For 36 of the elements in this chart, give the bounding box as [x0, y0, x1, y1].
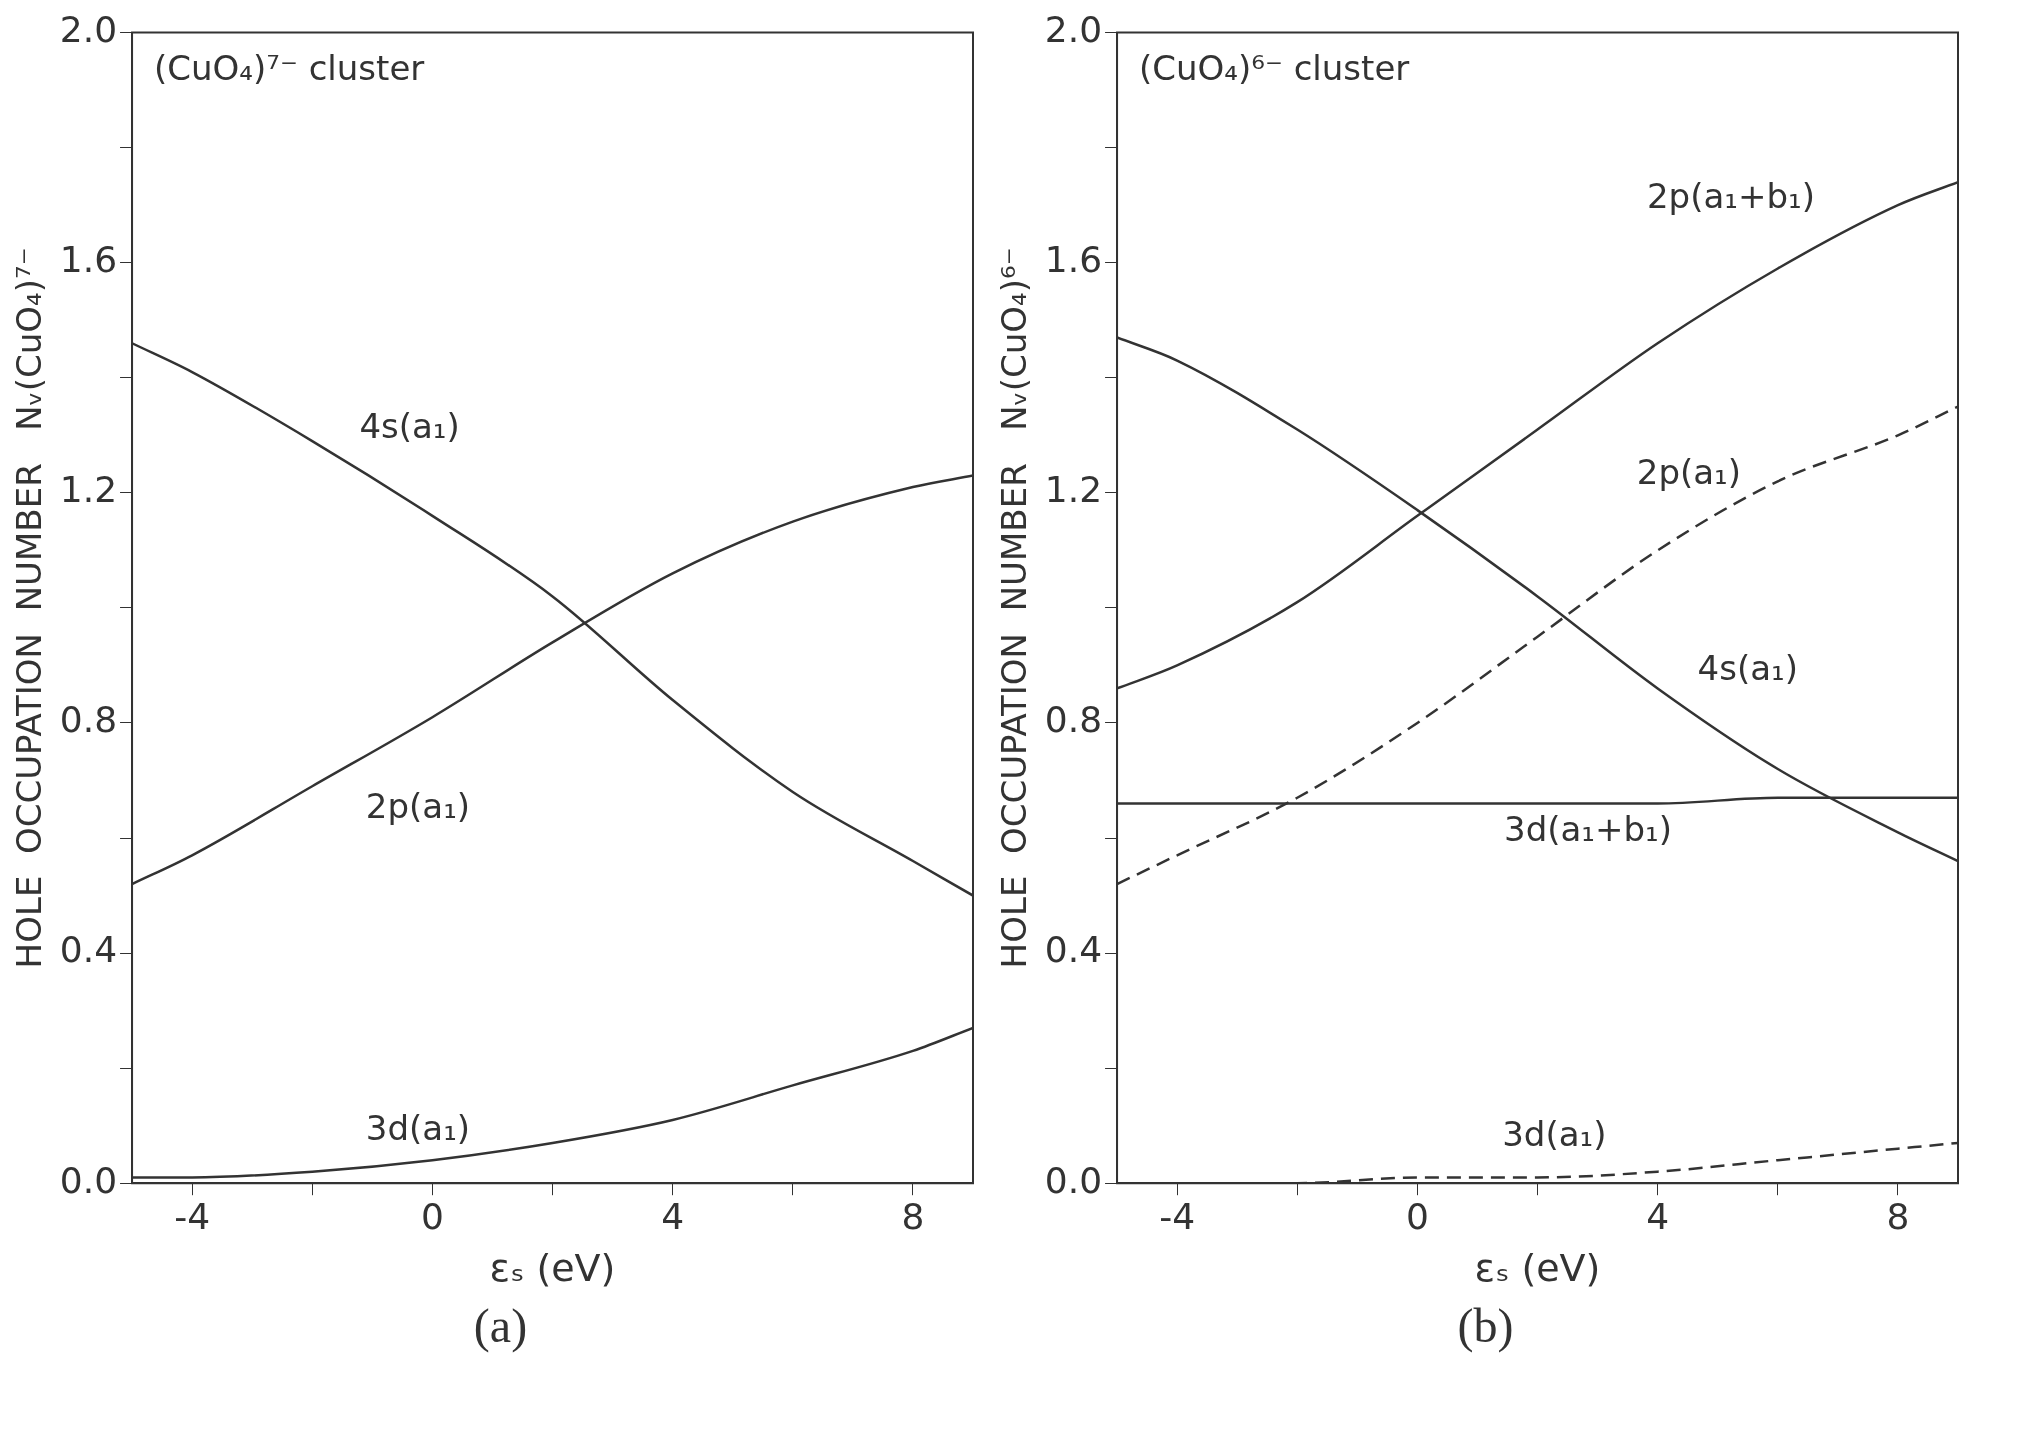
y-axis-title: HOLE OCCUPATION NUMBER Nᵥ(CuO₄)⁷⁻	[9, 247, 50, 969]
series-label: 3d(a₁+b₁)	[1504, 809, 1672, 850]
series-label: 2p(a₁+b₁)	[1646, 176, 1815, 217]
x-axis-title: εₛ (eV)	[489, 1246, 616, 1291]
y-tick-label: 0.8	[1044, 699, 1103, 741]
series-label: 3d(a₁)	[1502, 1114, 1607, 1154]
series-label: 4s(a₁)	[359, 406, 460, 447]
x-tick-label: 8	[1886, 1196, 1910, 1238]
x-tick-label: 4	[1646, 1196, 1670, 1238]
y-tick-label: 1.2	[59, 469, 118, 511]
y-tick-label: 2.0	[59, 8, 118, 50]
y-tick-label: 1.6	[1044, 239, 1103, 281]
x-tick-label: -4	[174, 1196, 211, 1238]
x-tick-label: 0	[1405, 1196, 1429, 1238]
x-tick-label: 0	[420, 1196, 444, 1238]
series-label: 3d(a₁)	[365, 1108, 471, 1149]
x-tick-label: 4	[661, 1196, 685, 1238]
y-tick-label: 1.2	[1044, 469, 1103, 511]
y-tick-label: 0.0	[59, 1159, 118, 1201]
y-axis-title: HOLE OCCUPATION NUMBER Nᵥ(CuO₄)⁶⁻	[994, 247, 1035, 969]
x-tick-label: -4	[1159, 1196, 1196, 1238]
series-label: 2p(a₁)	[365, 786, 471, 827]
y-tick-label: 0.4	[1044, 929, 1103, 971]
series-label: 4s(a₁)	[1697, 648, 1798, 689]
text: (a)	[472, 1298, 529, 1353]
text: (b)	[1456, 1298, 1515, 1353]
x-tick-label: 8	[901, 1196, 925, 1238]
y-tick-label: 0.8	[59, 699, 118, 741]
y-tick-label: 1.6	[59, 239, 118, 281]
annotation: (CuO₄)⁶⁻ cluster	[1139, 48, 1410, 89]
annotation: (CuO₄)⁷⁻ cluster	[154, 48, 425, 89]
x-axis-title: εₛ (eV)	[1474, 1246, 1601, 1291]
y-tick-label: 2.0	[1044, 8, 1103, 50]
y-tick-label: 0.0	[1044, 1159, 1103, 1201]
y-tick-label: 0.4	[59, 929, 118, 971]
series-label: 2p(a₁)	[1636, 452, 1742, 493]
